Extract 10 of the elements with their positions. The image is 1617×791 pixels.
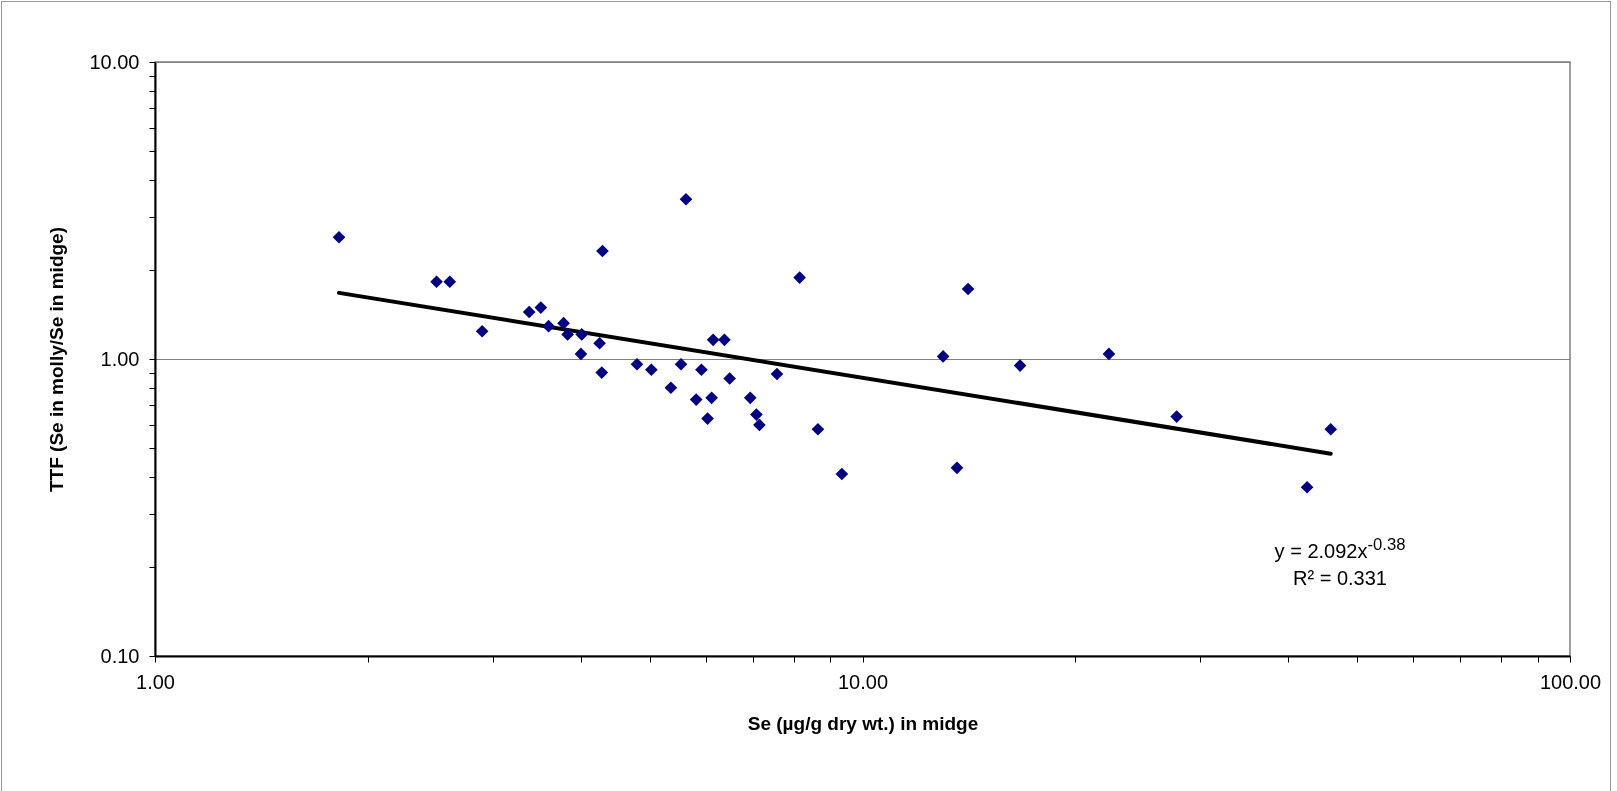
x-tick-label: 100.00 [1539, 670, 1602, 693]
x-tick-label: 1.00 [136, 670, 175, 693]
y-axis-title: TTF (Se in molly/Se in midge) [46, 227, 68, 492]
annotation: R² = 0.331 [1293, 567, 1387, 590]
annotation: y = 2.092x$^{-0.38}$ [1274, 535, 1406, 563]
x-axis-title: Se (µg/g dry wt.) in midge [747, 712, 979, 734]
y-tick-label: 0.10 [100, 644, 140, 667]
x-tick-label: 10.00 [837, 670, 889, 693]
y-tick-label: 1.00 [100, 347, 140, 370]
y-tick-label: 10.00 [89, 50, 140, 73]
